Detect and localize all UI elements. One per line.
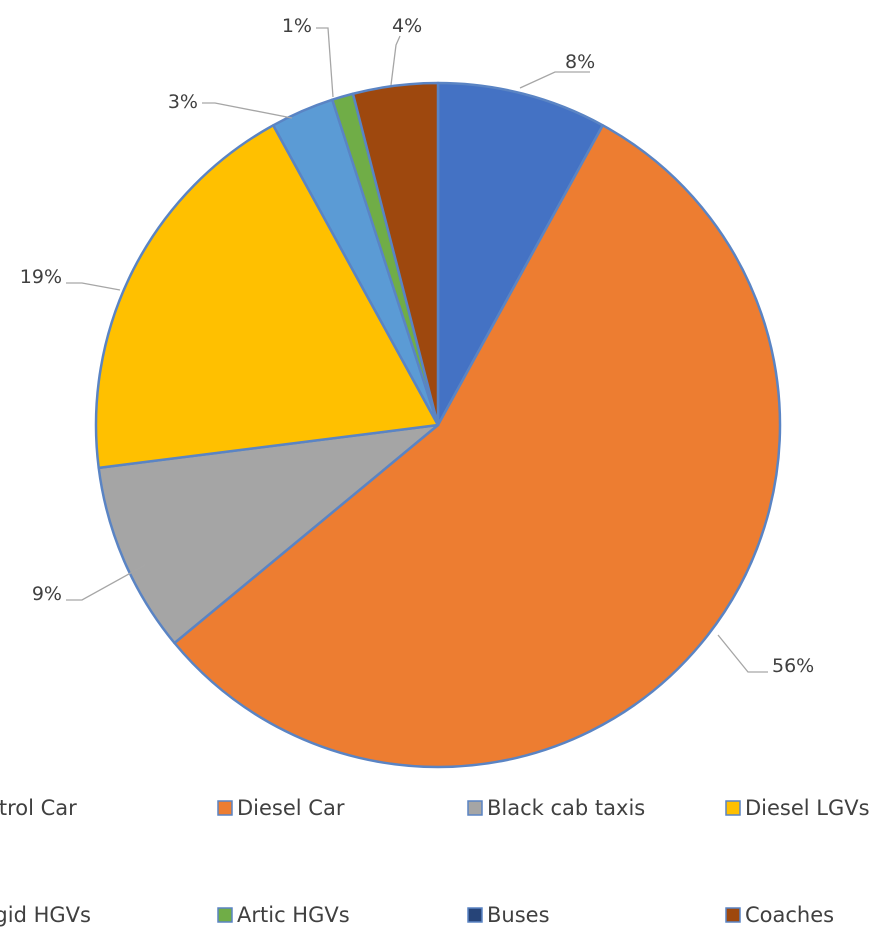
legend-label-coaches: Coaches xyxy=(745,903,834,927)
legend-item-diesel-lgvs: Diesel LGVs xyxy=(725,796,870,820)
legend-item-artic-hgvs: Artic HGVs xyxy=(217,903,350,927)
leader-line-coaches xyxy=(390,35,401,86)
leader-line-black-cab-taxis xyxy=(66,564,146,601)
pie-slice-diesel-lgvs xyxy=(94,124,440,470)
legend-swatch-diesel-car xyxy=(217,800,233,816)
legend-swatch-black-cab-taxis xyxy=(467,800,483,816)
leader-line-petrol-car xyxy=(519,71,590,89)
legend-label-diesel-lgvs: Diesel LGVs xyxy=(745,796,870,820)
pie-slice-petrol-car xyxy=(436,81,605,427)
leader-line-diesel-car xyxy=(717,634,768,673)
label-leader-lines xyxy=(66,27,768,673)
legend-item-rigid-hgvs: Rigid HGVs xyxy=(0,903,91,927)
leader-line-rigid-hgvs xyxy=(202,102,293,119)
legend-label-artic-hgvs: Artic HGVs xyxy=(237,903,350,927)
pie-slice-diesel-car xyxy=(173,124,782,769)
data-label-diesel-lgvs: 19% xyxy=(20,266,62,288)
legend-item-petrol-car: Petrol Car xyxy=(0,796,77,820)
data-labels: 8% 56% 9% 19% 3% 1% 4% xyxy=(20,15,814,677)
legend-label-diesel-car: Diesel Car xyxy=(237,796,345,820)
pie-slice-black-cab-taxis xyxy=(97,423,440,645)
data-label-petrol-car: 8% xyxy=(565,51,595,73)
data-label-artic-hgvs: 1% xyxy=(282,15,312,37)
legend-item-coaches: Coaches xyxy=(725,903,834,927)
legend-label-black-cab-taxis: Black cab taxis xyxy=(487,796,645,820)
data-label-diesel-car: 56% xyxy=(772,655,814,677)
pie-slice-coaches xyxy=(351,81,440,427)
legend-item-black-cab-taxis: Black cab taxis xyxy=(467,796,645,820)
legend-swatch-artic-hgvs xyxy=(217,907,233,923)
data-label-rigid-hgvs: 3% xyxy=(168,91,198,113)
legend-swatch-buses xyxy=(467,907,483,923)
leader-line-artic-hgvs xyxy=(316,27,334,98)
legend-swatch-diesel-lgvs xyxy=(725,800,741,816)
legend-swatch-coaches xyxy=(725,907,741,923)
legend-label-buses: Buses xyxy=(487,903,550,927)
legend: Petrol Car Diesel Car Black cab taxis Diese… xyxy=(0,796,870,927)
legend-label-rigid-hgvs: Rigid HGVs xyxy=(0,903,91,927)
legend-label-petrol-car: Petrol Car xyxy=(0,796,77,820)
pie-slices xyxy=(94,81,782,769)
data-label-coaches: 4% xyxy=(392,15,422,37)
leader-line-diesel-lgvs xyxy=(66,282,121,291)
data-label-black-cab-taxis: 9% xyxy=(32,583,62,605)
legend-item-diesel-car: Diesel Car xyxy=(217,796,345,820)
legend-item-buses: Buses xyxy=(467,903,550,927)
